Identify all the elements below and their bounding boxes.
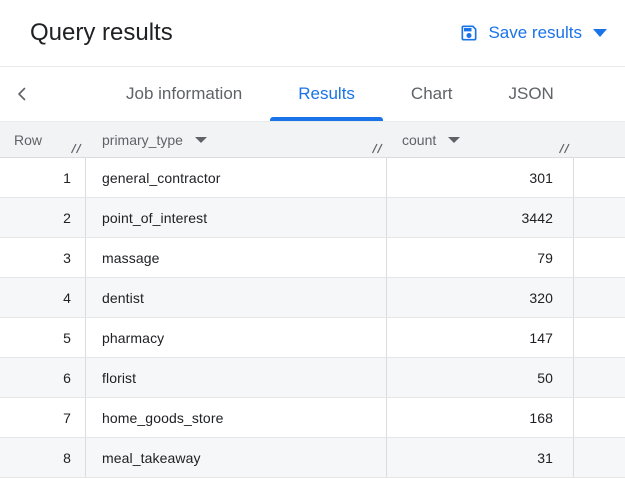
filler-cell (574, 438, 625, 477)
table-row: 3 massage 79 (0, 238, 625, 278)
column-header-filler (574, 122, 625, 157)
tab-label: Results (298, 84, 355, 103)
filler-cell (574, 158, 625, 197)
column-header-count[interactable]: count (387, 122, 574, 157)
tabs-scroll-left-button[interactable] (8, 67, 36, 121)
tab-results[interactable]: Results (270, 67, 383, 121)
filler-cell (574, 398, 625, 437)
results-header: Query results Save results (0, 0, 625, 67)
table-row: 8 meal_takeaway 31 (0, 438, 625, 478)
row-number-cell: 5 (0, 318, 86, 357)
row-number-cell: 7 (0, 398, 86, 437)
filler-cell (574, 358, 625, 397)
filler-cell (574, 238, 625, 277)
tab-label: Job information (126, 84, 243, 103)
table-header-row: Row primary_type count (0, 122, 625, 158)
tab-json[interactable]: JSON (481, 67, 582, 121)
count-cell: 50 (387, 358, 574, 397)
tab-list: Job information Results Chart JSON (98, 67, 582, 121)
count-cell: 320 (387, 278, 574, 317)
count-cell: 79 (387, 238, 574, 277)
primary-type-cell: florist (86, 358, 387, 397)
count-cell: 31 (387, 438, 574, 477)
sort-caret-icon (194, 136, 207, 143)
column-header-primary-type[interactable]: primary_type (86, 122, 387, 157)
row-number-cell: 3 (0, 238, 86, 277)
count-cell: 147 (387, 318, 574, 357)
caret-down-icon (593, 29, 607, 37)
save-icon (461, 25, 477, 41)
results-table: Row primary_type count (0, 122, 625, 478)
chevron-left-icon (18, 87, 26, 101)
column-header-row-number[interactable]: Row (0, 122, 86, 157)
table-row: 2 point_of_interest 3442 (0, 198, 625, 238)
primary-type-cell: meal_takeaway (86, 438, 387, 477)
count-cell: 3442 (387, 198, 574, 237)
column-resize-handle-icon[interactable] (558, 143, 571, 154)
tab-job-information[interactable]: Job information (98, 67, 270, 121)
tab-label: Chart (410, 84, 453, 103)
save-results-label: Save results (488, 23, 582, 42)
primary-type-cell: point_of_interest (86, 198, 387, 237)
results-tab-bar: Job information Results Chart JSON (0, 67, 625, 122)
row-number-cell: 8 (0, 438, 86, 477)
filler-cell (574, 278, 625, 317)
row-number-cell: 1 (0, 158, 86, 197)
tab-label: JSON (508, 84, 554, 103)
primary-type-cell: pharmacy (86, 318, 387, 357)
filler-cell (574, 198, 625, 237)
count-cell: 168 (387, 398, 574, 437)
filler-cell (574, 318, 625, 357)
table-row: 5 pharmacy 147 (0, 318, 625, 358)
column-resize-handle-icon[interactable] (371, 143, 384, 154)
row-number-cell: 4 (0, 278, 86, 317)
primary-type-cell: dentist (86, 278, 387, 317)
table-body: 1 general_contractor 301 2 point_of_inte… (0, 158, 625, 478)
tab-chart[interactable]: Chart (383, 67, 481, 121)
table-row: 4 dentist 320 (0, 278, 625, 318)
column-resize-handle-icon[interactable] (70, 143, 83, 154)
row-number-cell: 2 (0, 198, 86, 237)
primary-type-cell: massage (86, 238, 387, 277)
save-results-button[interactable]: Save results (459, 23, 607, 43)
table-row: 6 florist 50 (0, 358, 625, 398)
table-row: 1 general_contractor 301 (0, 158, 625, 198)
column-label: primary_type (102, 131, 183, 148)
sort-caret-icon (448, 136, 461, 143)
primary-type-cell: home_goods_store (86, 398, 387, 437)
column-label: Row (14, 131, 43, 148)
count-cell: 301 (387, 158, 574, 197)
primary-type-cell: general_contractor (86, 158, 387, 197)
column-label: count (402, 131, 437, 148)
page-title: Query results (30, 19, 173, 46)
row-number-cell: 6 (0, 358, 86, 397)
table-row: 7 home_goods_store 168 (0, 398, 625, 438)
